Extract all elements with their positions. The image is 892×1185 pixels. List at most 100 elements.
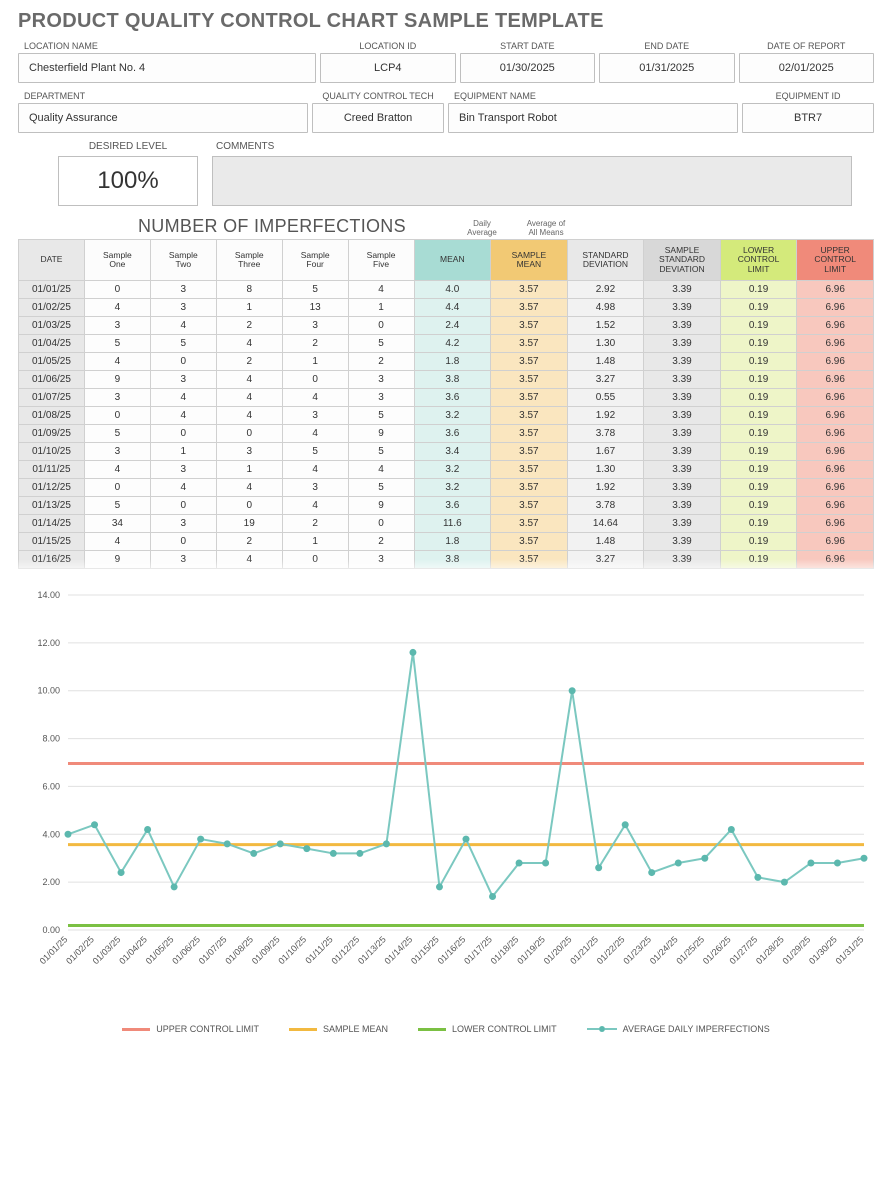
- meta-value[interactable]: LCP4: [320, 53, 455, 83]
- table-cell: 0.19: [720, 443, 797, 461]
- table-cell: 01/15/25: [19, 533, 85, 551]
- meta-value[interactable]: Bin Transport Robot: [448, 103, 738, 133]
- svg-text:01/24/25: 01/24/25: [648, 934, 680, 966]
- table-cell: 6.96: [797, 497, 874, 515]
- table-cell: 0: [150, 533, 216, 551]
- table-cell: 0.19: [720, 497, 797, 515]
- table-cell: 01/11/25: [19, 461, 85, 479]
- table-cell: 5: [348, 443, 414, 461]
- table-cell: 5: [84, 497, 150, 515]
- svg-text:01/02/25: 01/02/25: [64, 934, 96, 966]
- table-cell: 01/02/25: [19, 299, 85, 317]
- table-cell: 1.48: [567, 533, 644, 551]
- table-cell: 6.96: [797, 479, 874, 497]
- table-cell: 3: [282, 479, 348, 497]
- meta-value[interactable]: Chesterfield Plant No. 4: [18, 53, 316, 83]
- table-cell: 0.19: [720, 533, 797, 551]
- table-cell: 0.19: [720, 371, 797, 389]
- table-cell: 1: [282, 353, 348, 371]
- table-cell: 3: [150, 515, 216, 533]
- table-cell: 6.96: [797, 317, 874, 335]
- table-cell: 01/05/25: [19, 353, 85, 371]
- svg-text:01/01/25: 01/01/25: [38, 934, 70, 966]
- svg-text:01/30/25: 01/30/25: [807, 934, 839, 966]
- table-cell: 0: [348, 515, 414, 533]
- table-cell: 4: [282, 389, 348, 407]
- table-row: 01/01/25038544.03.572.923.390.196.96: [19, 281, 874, 299]
- table-cell: 6.96: [797, 515, 874, 533]
- svg-text:01/16/25: 01/16/25: [436, 934, 468, 966]
- table-cell: 5: [348, 335, 414, 353]
- section-header: NUMBER OF IMPERFECTIONS DailyAverage Ave…: [18, 216, 874, 237]
- col-header: SampleOne: [84, 240, 150, 281]
- table-cell: 4: [150, 407, 216, 425]
- table-cell: 4: [282, 425, 348, 443]
- chart-container: 0.002.004.006.008.0010.0012.0014.0001/01…: [18, 585, 874, 1034]
- table-cell: 0.19: [720, 425, 797, 443]
- meta-value[interactable]: BTR7: [742, 103, 874, 133]
- table-cell: 01/03/25: [19, 317, 85, 335]
- table-cell: 4: [150, 389, 216, 407]
- svg-text:01/06/25: 01/06/25: [170, 934, 202, 966]
- table-fade: [18, 559, 874, 577]
- table-cell: 4: [150, 317, 216, 335]
- table-cell: 3.78: [567, 497, 644, 515]
- svg-text:10.00: 10.00: [37, 686, 60, 696]
- table-cell: 3.2: [414, 407, 491, 425]
- table-cell: 3.57: [491, 425, 568, 443]
- table-cell: 19: [216, 515, 282, 533]
- table-row: 01/10/25313553.43.571.673.390.196.96: [19, 443, 874, 461]
- table-cell: 01/06/25: [19, 371, 85, 389]
- table-cell: 1: [216, 461, 282, 479]
- legend-ucl: UPPER CONTROL LIMIT: [122, 1024, 259, 1034]
- meta-row-2: DEPARTMENTQuality AssuranceQUALITY CONTR…: [18, 89, 874, 133]
- desired-level-value: 100%: [58, 156, 198, 206]
- table-cell: 0: [348, 317, 414, 335]
- table-cell: 1.92: [567, 479, 644, 497]
- table-cell: 3.6: [414, 497, 491, 515]
- meta-value[interactable]: 01/31/2025: [599, 53, 734, 83]
- table-cell: 1: [348, 299, 414, 317]
- meta-label: LOCATION NAME: [18, 39, 316, 53]
- table-cell: 3: [150, 299, 216, 317]
- svg-text:6.00: 6.00: [42, 781, 60, 791]
- svg-text:01/19/25: 01/19/25: [515, 934, 547, 966]
- svg-text:01/28/25: 01/28/25: [754, 934, 786, 966]
- table-cell: 3: [282, 317, 348, 335]
- table-cell: 01/04/25: [19, 335, 85, 353]
- table-cell: 13: [282, 299, 348, 317]
- table-cell: 3.39: [644, 461, 721, 479]
- table-cell: 01/14/25: [19, 515, 85, 533]
- table-cell: 3.39: [644, 407, 721, 425]
- table-row: 01/05/25402121.83.571.483.390.196.96: [19, 353, 874, 371]
- table-cell: 6.96: [797, 281, 874, 299]
- control-chart: 0.002.004.006.008.0010.0012.0014.0001/01…: [18, 585, 874, 1015]
- col-header: DATE: [19, 240, 85, 281]
- table-cell: 3.4: [414, 443, 491, 461]
- table-cell: 0: [216, 497, 282, 515]
- table-cell: 2: [216, 317, 282, 335]
- table-cell: 1.30: [567, 461, 644, 479]
- svg-text:01/04/25: 01/04/25: [117, 934, 149, 966]
- meta-label: LOCATION ID: [320, 39, 455, 53]
- col-header: SampleTwo: [150, 240, 216, 281]
- meta-value[interactable]: Quality Assurance: [18, 103, 308, 133]
- table-cell: 9: [348, 425, 414, 443]
- meta-value[interactable]: 02/01/2025: [739, 53, 874, 83]
- table-cell: 5: [282, 443, 348, 461]
- table-cell: 4: [348, 281, 414, 299]
- table-row: 01/07/25344433.63.570.553.390.196.96: [19, 389, 874, 407]
- sublabel-daily: DailyAverage: [450, 219, 514, 237]
- table-cell: 0: [84, 479, 150, 497]
- comments-box[interactable]: [212, 156, 852, 206]
- meta-value[interactable]: 01/30/2025: [460, 53, 595, 83]
- table-cell: 3.57: [491, 497, 568, 515]
- sublabel-allmeans: Average ofAll Means: [514, 219, 578, 237]
- table-cell: 01/01/25: [19, 281, 85, 299]
- svg-text:01/05/25: 01/05/25: [144, 934, 176, 966]
- table-cell: 6.96: [797, 461, 874, 479]
- table-cell: 3.39: [644, 299, 721, 317]
- table-cell: 1.52: [567, 317, 644, 335]
- col-header: SAMPLESTANDARDDEVIATION: [644, 240, 721, 281]
- meta-value[interactable]: Creed Bratton: [312, 103, 444, 133]
